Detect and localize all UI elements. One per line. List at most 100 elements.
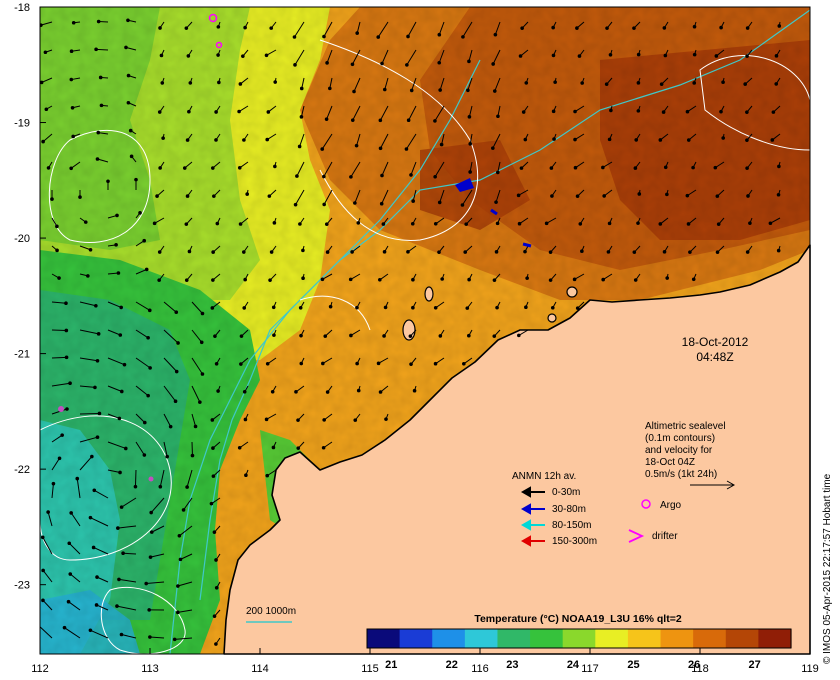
velocity-arrow [406,245,417,254]
velocity-arrow [98,75,109,80]
sea-surface-temperature-field [40,7,810,654]
velocity-arrow [135,238,147,247]
velocity-arrow [406,105,417,123]
velocity-arrow [96,130,109,135]
velocity-arrow [467,105,473,119]
velocity-arrow [269,21,277,30]
velocity-arrow [126,73,137,79]
velocity-arrow [212,189,221,198]
velocity-arrow [721,133,726,140]
velocity-arrow [239,357,249,366]
velocity-arrow [51,456,62,471]
latitude-axis: -18 -19 -20 -21 -22 -23 [14,2,46,592]
velocity-arrow [215,217,221,226]
velocity-arrow [46,510,53,527]
velocity-arrow [692,49,697,57]
velocity-arrow [299,357,305,366]
velocity-arrow [745,245,753,254]
velocity-arrow [408,329,417,338]
velocity-arrow [714,49,725,58]
velocity-arrow [686,217,697,226]
velocity-arrow [135,413,147,425]
velocity-arrow [184,273,193,282]
velocity-arrow [382,245,389,254]
velocity-arrow [242,245,249,254]
velocity-arrow [328,77,333,91]
velocity-arrow [491,49,501,66]
velocity-arrow [243,21,249,30]
velocity-arrow [79,435,100,443]
velocity-arrow [51,433,64,443]
velocity-arrow [745,49,753,58]
velocity-arrow [213,329,221,338]
velocity-arrow [187,105,193,114]
velocity-arrow [95,157,109,163]
velocity-arrow [633,161,641,170]
velocity-arrow [404,133,417,151]
velocity-arrow [129,154,137,163]
legend-label-argo: Argo [660,500,682,511]
velocity-arrow [604,77,613,86]
velocity-arrow [383,301,389,310]
velocity-arrow [265,469,277,478]
velocity-arrow [265,133,277,142]
velocity-arrow [191,329,204,345]
legend-arrow-cyan-icon [520,519,545,531]
velocity-arrow [245,189,249,196]
legend-item-drifter: drifter [628,529,678,543]
velocity-arrow [467,329,473,338]
velocity-arrow [438,329,445,338]
velocity-arrow [88,515,109,527]
velocity-arrow [271,441,277,450]
velocity-arrow [524,301,529,310]
velocity-arrow [716,217,725,226]
velocity-arrow [68,572,81,583]
velocity-arrow [95,575,109,583]
velocity-arrow [411,189,417,203]
velocity-arrow [776,245,781,253]
velocity-arrow [468,133,473,146]
velocity-arrow [776,189,781,197]
velocity-arrow [350,245,361,254]
velocity-arrow [212,525,221,534]
velocity-arrow [115,604,137,611]
velocity-arrow [242,133,249,142]
velocity-arrow [745,21,753,30]
velocity-arrow [549,161,557,170]
velocity-arrow [468,161,473,174]
velocity-arrow [135,385,150,398]
velocity-arrow [745,105,753,114]
velocity-arrow [239,329,249,338]
velocity-arrow [406,21,417,39]
velocity-arrow [185,469,193,489]
velocity-arrow [210,301,221,310]
colorbar-segment [595,629,629,648]
lat-tick-label: -21 [14,349,30,361]
velocity-arrow [412,385,417,393]
velocity-arrow [774,49,781,58]
velocity-arrow [51,328,69,333]
velocity-arrow [79,357,100,363]
velocity-arrow [440,273,445,281]
velocity-arrow [466,77,473,93]
isobath-key: 200 1000m [246,606,296,623]
velocity-arrow [158,161,165,170]
velocity-arrow [378,273,389,282]
velocity-arrow [438,77,445,92]
velocity-arrow [437,49,445,65]
velocity-arrow [578,217,585,226]
velocity-arrow [691,273,697,282]
velocity-arrow [144,581,165,586]
velocity-arrow [321,441,333,450]
velocity-arrow [211,245,221,254]
velocity-arrow [163,357,179,374]
velocity-arrow [325,245,333,254]
velocity-arrow [580,77,585,85]
velocity-arrow [633,273,641,282]
velocity-arrow [460,189,473,207]
legend-item-0-30m: 0-30m [520,486,580,498]
legend-title: ANMN 12h av. [512,471,576,482]
colorbar-tick-label: 21 [385,659,397,671]
colorbar-segment [432,629,466,648]
altimetry-line-2: (0.1m contours) [645,433,715,444]
